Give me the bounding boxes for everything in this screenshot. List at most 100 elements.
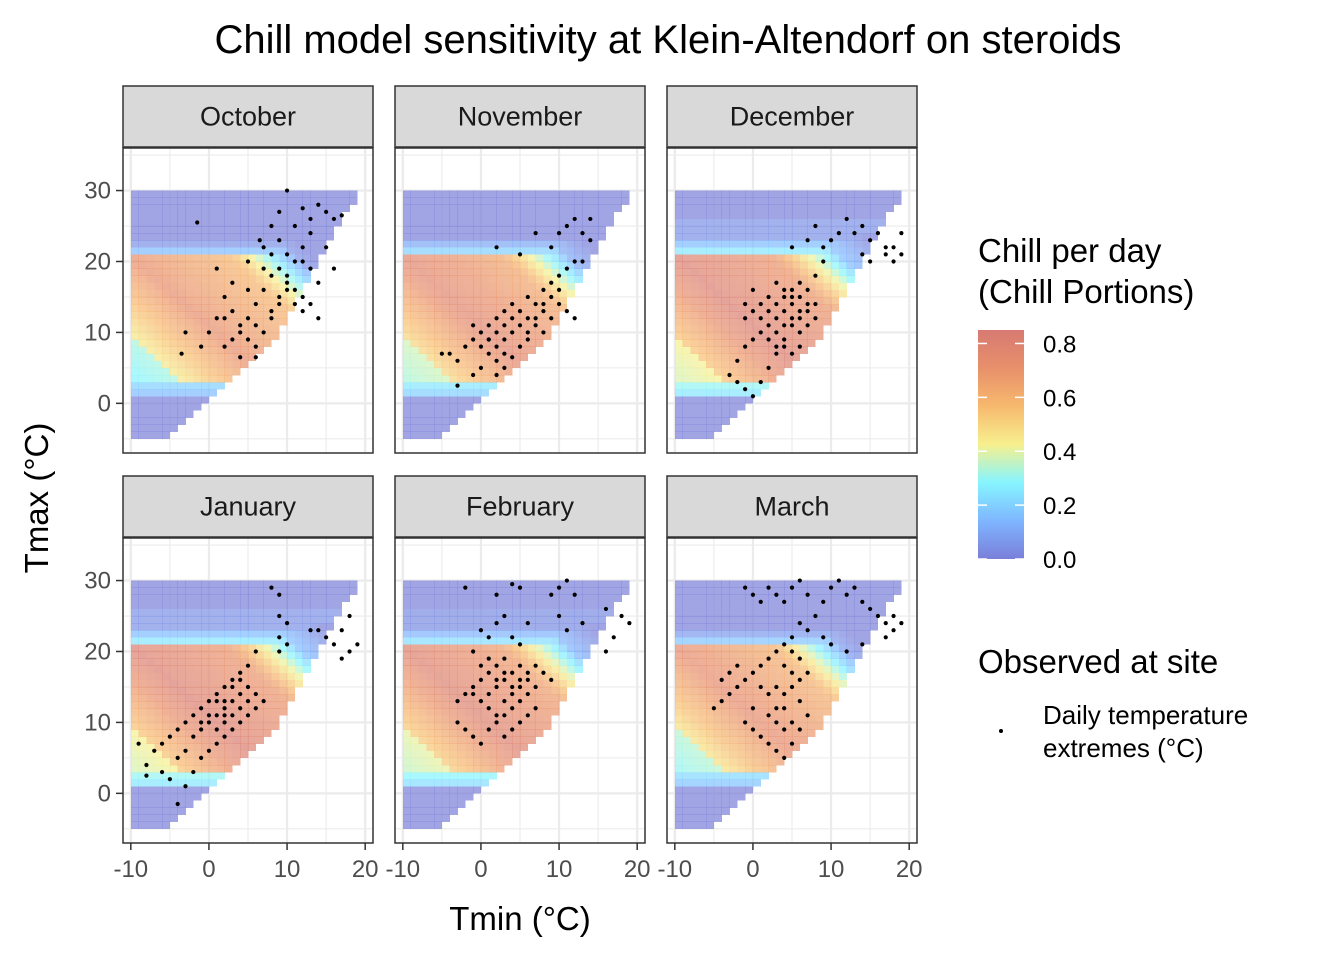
- observed-point: [238, 720, 243, 725]
- observed-point: [883, 635, 888, 640]
- observed-point: [179, 351, 184, 356]
- observed-point: [525, 294, 530, 300]
- observed-point: [572, 259, 577, 264]
- observed-point: [167, 777, 172, 782]
- observed-point: [284, 287, 290, 292]
- observed-point: [533, 316, 538, 321]
- observed-point: [580, 621, 585, 626]
- observed-point: [308, 628, 313, 633]
- observed-point: [766, 294, 771, 300]
- observed-point: [735, 379, 740, 385]
- observed-point: [766, 713, 771, 718]
- observed-point: [455, 699, 460, 704]
- observed-point: [525, 677, 530, 682]
- observed-point: [782, 727, 787, 732]
- observed-point: [245, 259, 251, 264]
- observed-point: [284, 188, 290, 193]
- observed-point: [175, 727, 180, 732]
- observed-point: [510, 330, 515, 335]
- observed-point: [805, 592, 810, 597]
- observed-point: [195, 220, 200, 225]
- observed-points: [179, 188, 344, 360]
- observed-point: [758, 684, 763, 690]
- observed-point: [277, 301, 282, 307]
- observed-point: [572, 592, 577, 597]
- x-tick-label: -10: [657, 856, 692, 883]
- observed-points: [711, 578, 904, 760]
- y-tick-label: 0: [98, 780, 111, 807]
- observed-point: [774, 301, 779, 307]
- observed-point: [245, 699, 251, 704]
- observed-point: [230, 677, 235, 682]
- observed-point: [844, 592, 849, 597]
- legend-fill-title-line1: Chill per day: [978, 232, 1162, 269]
- observed-point: [284, 280, 290, 285]
- observed-point: [494, 663, 499, 668]
- observed-point: [510, 684, 515, 690]
- observed-point: [486, 727, 491, 732]
- observed-point: [797, 316, 802, 321]
- observed-point: [611, 635, 616, 640]
- panel-november: November: [394, 85, 646, 454]
- observed-point: [455, 720, 460, 725]
- panel-border: [666, 537, 918, 844]
- observed-point: [727, 670, 732, 675]
- observed-point: [159, 741, 165, 746]
- observed-point: [556, 273, 562, 278]
- x-axis-ticks: -10 0 10 20: [385, 843, 651, 883]
- observed-point: [238, 670, 243, 675]
- observed-point: [206, 330, 212, 335]
- observed-point: [214, 727, 219, 732]
- observed-point: [245, 287, 251, 292]
- colorbar-ticks: 0.0 0.2 0.4 0.6 0.8: [978, 331, 1076, 574]
- observed-point: [868, 606, 873, 612]
- observed-point: [199, 755, 204, 760]
- observed-point: [852, 585, 857, 590]
- observed-point: [261, 245, 266, 250]
- legend-point-title: Observed at site: [978, 643, 1218, 680]
- observed-point: [159, 769, 165, 775]
- x-axis-title: Tmin (°C): [449, 900, 591, 937]
- panel-strip-label: January: [200, 492, 297, 522]
- observed-point: [774, 720, 779, 725]
- observed-point: [510, 706, 515, 711]
- observed-point: [813, 223, 818, 229]
- observed-point: [191, 734, 196, 739]
- observed-point: [774, 351, 779, 356]
- observed-point: [230, 337, 235, 342]
- observed-point: [245, 316, 251, 321]
- observed-point: [502, 656, 507, 661]
- observed-point: [836, 578, 841, 583]
- observed-point: [261, 287, 266, 292]
- observed-point: [750, 670, 756, 675]
- observed-point: [766, 309, 771, 314]
- observed-point: [478, 741, 484, 746]
- observed-point: [494, 720, 499, 725]
- observed-point: [603, 606, 609, 612]
- y-tick-label: 10: [84, 319, 111, 346]
- observed-point: [324, 209, 329, 214]
- observed-point: [214, 691, 219, 697]
- observed-point: [844, 649, 849, 654]
- observed-point: [789, 649, 795, 654]
- legend-point-label-line1: Daily temperature: [1043, 700, 1248, 730]
- observed-point: [549, 316, 554, 321]
- observed-point: [214, 741, 219, 746]
- y-tick-label: 20: [84, 248, 111, 275]
- observed-point: [253, 706, 258, 711]
- observed-point: [261, 699, 266, 704]
- observed-point: [797, 621, 802, 626]
- observed-point: [316, 280, 321, 285]
- observed-point: [875, 613, 881, 619]
- observed-point: [199, 706, 204, 711]
- panel-january: January 0 10 20 30 -10 0 10 20: [84, 475, 379, 883]
- panel-strip: [666, 85, 918, 148]
- observed-point: [261, 330, 266, 335]
- observed-point: [222, 699, 227, 704]
- observed-point: [758, 301, 763, 307]
- observed-point: [517, 585, 523, 590]
- y-tick-label: 30: [84, 568, 111, 595]
- observed-point: [455, 383, 460, 388]
- observed-point: [735, 663, 740, 668]
- observed-point: [782, 287, 787, 292]
